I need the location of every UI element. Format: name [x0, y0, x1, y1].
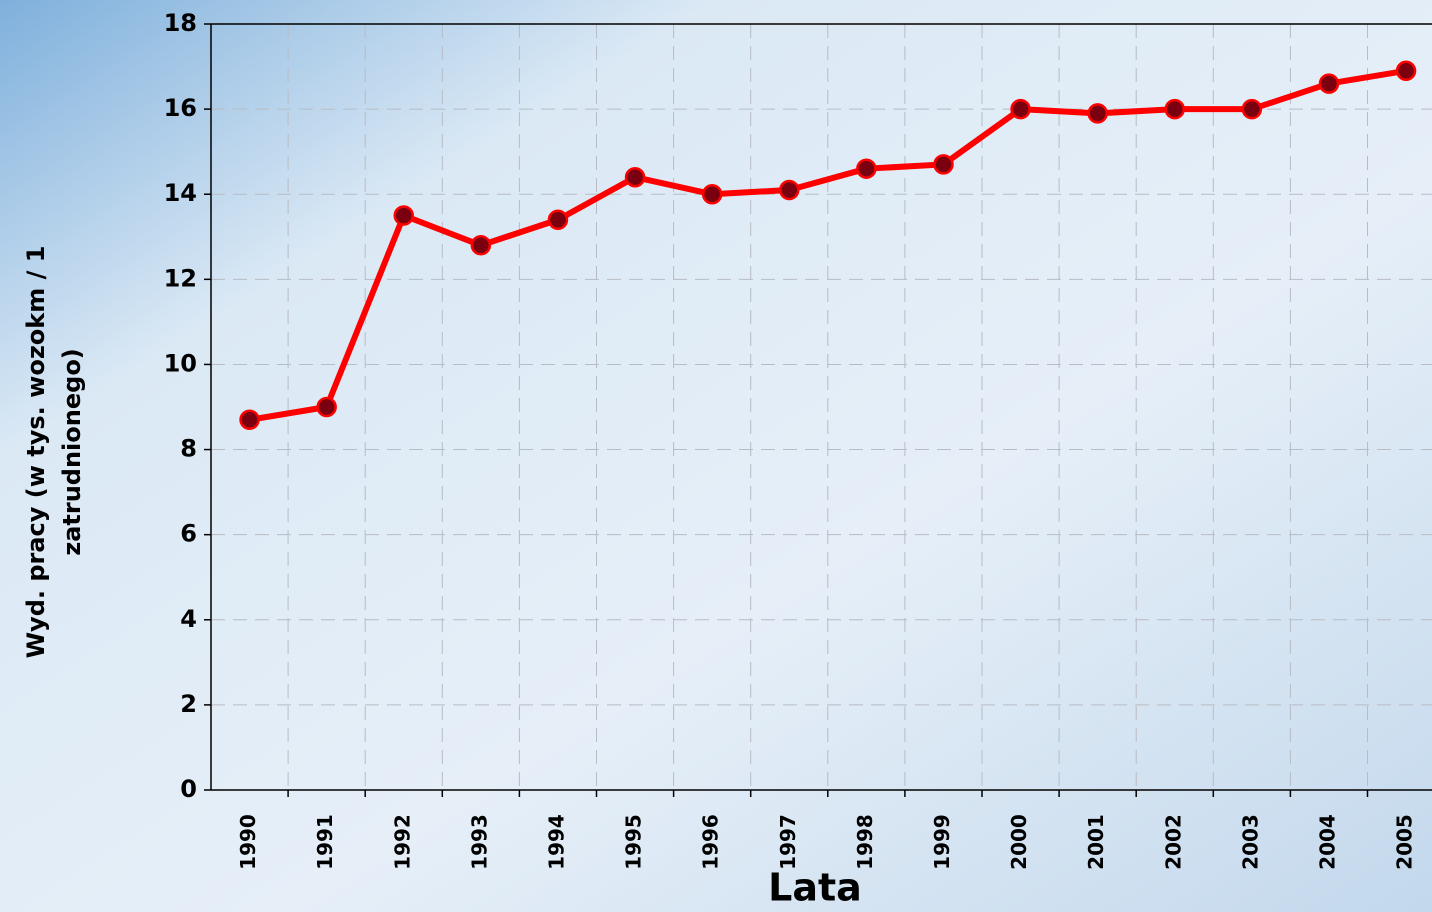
x-tick-label: 1995 — [622, 814, 646, 870]
y-tick-label: 6 — [180, 520, 197, 548]
x-tick-label: 1996 — [699, 814, 723, 870]
marker — [624, 166, 646, 188]
x-tick-label: 2000 — [1007, 814, 1031, 870]
y-tick-label: 4 — [180, 605, 197, 633]
y-tick-label: 8 — [180, 435, 197, 463]
y-tick-label: 18 — [164, 9, 197, 37]
marker — [856, 158, 877, 179]
x-tick-label: 1991 — [313, 814, 337, 870]
marker — [316, 396, 337, 418]
line — [249, 67, 1407, 423]
x-tick-label: 1990 — [236, 814, 260, 870]
x-tick-label: 2004 — [1315, 814, 1339, 870]
x-tick-label: 2001 — [1084, 814, 1108, 870]
x-tick-label: 1999 — [930, 814, 954, 870]
x-tick-label: 1992 — [390, 814, 414, 870]
marker — [1395, 60, 1417, 82]
x-tick-label: 1994 — [544, 814, 568, 870]
y-axis-label: Wyd. pracy (w tys. wozokm / 1 — [22, 246, 50, 659]
x-tick-label: 1993 — [467, 814, 491, 870]
marker — [933, 154, 954, 175]
y-tick-label: 16 — [164, 94, 197, 122]
y-tick-label: 2 — [180, 690, 197, 718]
x-tick-label: 2003 — [1238, 814, 1262, 870]
marker — [470, 235, 492, 256]
marker — [779, 179, 800, 201]
y-tick-label: 12 — [164, 264, 197, 292]
marker — [1164, 98, 1185, 120]
marker — [1241, 98, 1263, 120]
marker — [393, 205, 414, 226]
marker — [547, 209, 569, 231]
y-tick-label: 0 — [180, 775, 197, 803]
marker — [1318, 73, 1340, 94]
x-tick-label: 2005 — [1393, 814, 1417, 870]
marker — [1087, 103, 1108, 124]
x-tick-label: 1997 — [776, 814, 800, 870]
y-tick-label: 14 — [164, 179, 197, 207]
x-tick-label: 2002 — [1161, 814, 1185, 870]
y-axis-label: zatrudnionego) — [58, 348, 86, 556]
y-tick-label: 10 — [164, 349, 197, 377]
marker — [1010, 98, 1031, 120]
marker — [239, 409, 260, 431]
x-tick-label: 1998 — [853, 814, 877, 870]
x-axis-label: Lata — [768, 866, 862, 910]
marker — [701, 183, 723, 205]
